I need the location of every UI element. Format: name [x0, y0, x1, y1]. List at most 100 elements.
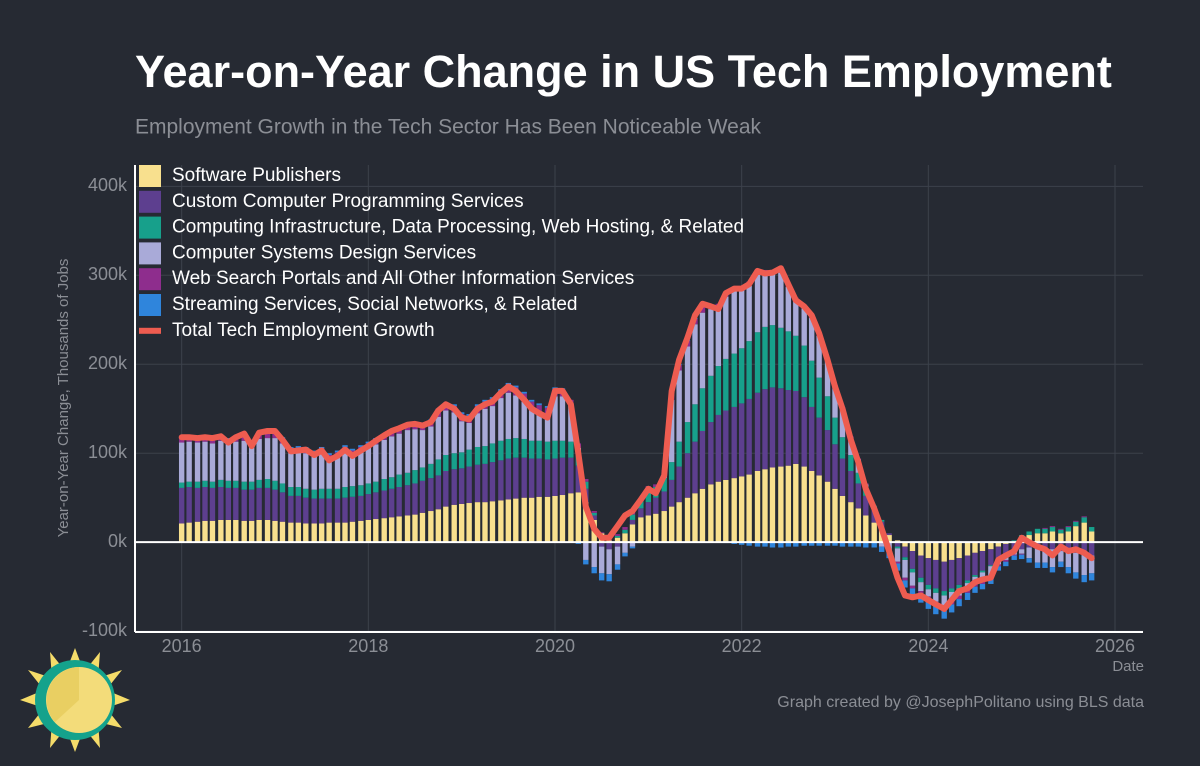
bar	[412, 483, 418, 515]
bar	[202, 441, 208, 481]
bar	[629, 524, 636, 543]
bar	[482, 502, 488, 543]
bar	[1081, 542, 1087, 553]
bar	[746, 285, 752, 342]
bar	[1065, 542, 1072, 552]
bar	[1042, 528, 1048, 534]
bar	[692, 404, 698, 442]
bar	[598, 546, 605, 574]
bar	[209, 520, 216, 543]
bar	[233, 480, 239, 488]
bar	[559, 495, 566, 543]
bar	[1011, 555, 1017, 560]
bar	[699, 312, 706, 389]
bar	[225, 480, 232, 488]
bar	[832, 542, 838, 546]
legend-label: Streaming Services, Social Networks, & R…	[172, 294, 578, 315]
bar	[489, 443, 496, 463]
legend-swatch	[139, 165, 161, 187]
bar	[381, 518, 387, 543]
bar	[295, 495, 302, 523]
bar	[614, 534, 621, 536]
y-axis-title: Year-on-Year Change, Thousands of Jobs	[55, 259, 72, 538]
bar	[388, 436, 395, 478]
bar	[848, 542, 854, 547]
bar	[988, 549, 994, 566]
bar	[365, 494, 372, 520]
bar	[264, 479, 271, 488]
bar	[288, 495, 294, 523]
x-tick-label: 2022	[722, 636, 762, 656]
bar	[358, 520, 364, 543]
bar	[894, 563, 901, 571]
bar	[676, 441, 682, 467]
bar	[178, 523, 185, 543]
bar	[1073, 572, 1079, 579]
bar	[909, 568, 916, 573]
bar	[614, 535, 621, 538]
bar	[505, 438, 512, 459]
bar	[1034, 546, 1041, 563]
bar	[824, 430, 831, 482]
bar	[808, 470, 815, 543]
bar	[598, 532, 605, 534]
bar	[342, 522, 348, 543]
bar	[606, 574, 612, 582]
bar	[925, 584, 932, 590]
bar	[801, 397, 807, 467]
bar	[738, 348, 745, 404]
bar	[614, 537, 621, 543]
bar	[964, 592, 971, 600]
bar	[684, 497, 691, 543]
bar	[498, 460, 504, 501]
bar	[622, 552, 628, 557]
bar	[521, 457, 527, 498]
bar	[676, 466, 682, 503]
bar	[715, 414, 722, 482]
legend-label: Software Publishers	[172, 165, 341, 186]
bar	[528, 408, 535, 441]
bar	[731, 478, 737, 543]
bar	[816, 377, 822, 418]
bar	[272, 480, 278, 490]
bar	[855, 508, 862, 543]
bar	[824, 360, 831, 397]
bar	[474, 413, 481, 447]
bar	[349, 521, 356, 543]
bar	[279, 443, 286, 484]
bar	[311, 523, 317, 543]
bar	[591, 515, 597, 520]
bar	[303, 488, 309, 498]
bar	[824, 542, 831, 546]
bar	[995, 546, 1002, 560]
bar	[909, 572, 916, 586]
y-tick-label: 300k	[88, 264, 128, 284]
bar	[731, 406, 737, 479]
bar	[941, 542, 947, 562]
bar	[544, 441, 551, 460]
chart-subtitle: Employment Growth in the Tech Sector Has…	[135, 116, 762, 139]
bar	[638, 508, 644, 518]
bar	[614, 542, 621, 547]
bar	[311, 456, 317, 490]
bar	[419, 430, 426, 468]
bar	[381, 479, 387, 491]
bar	[785, 390, 792, 466]
bar	[848, 454, 854, 471]
bar	[863, 515, 869, 543]
bar	[303, 523, 309, 543]
bar	[591, 511, 597, 513]
bar	[295, 446, 302, 448]
bar	[334, 498, 341, 523]
bar	[902, 559, 908, 578]
bar	[482, 463, 488, 503]
bar	[839, 495, 846, 543]
bar	[552, 458, 558, 496]
bar	[878, 542, 885, 547]
bar	[894, 542, 901, 547]
bar	[902, 546, 908, 558]
bar	[692, 493, 698, 543]
bar	[1065, 531, 1072, 543]
y-tick-label: 400k	[88, 175, 128, 195]
bar	[808, 360, 815, 407]
